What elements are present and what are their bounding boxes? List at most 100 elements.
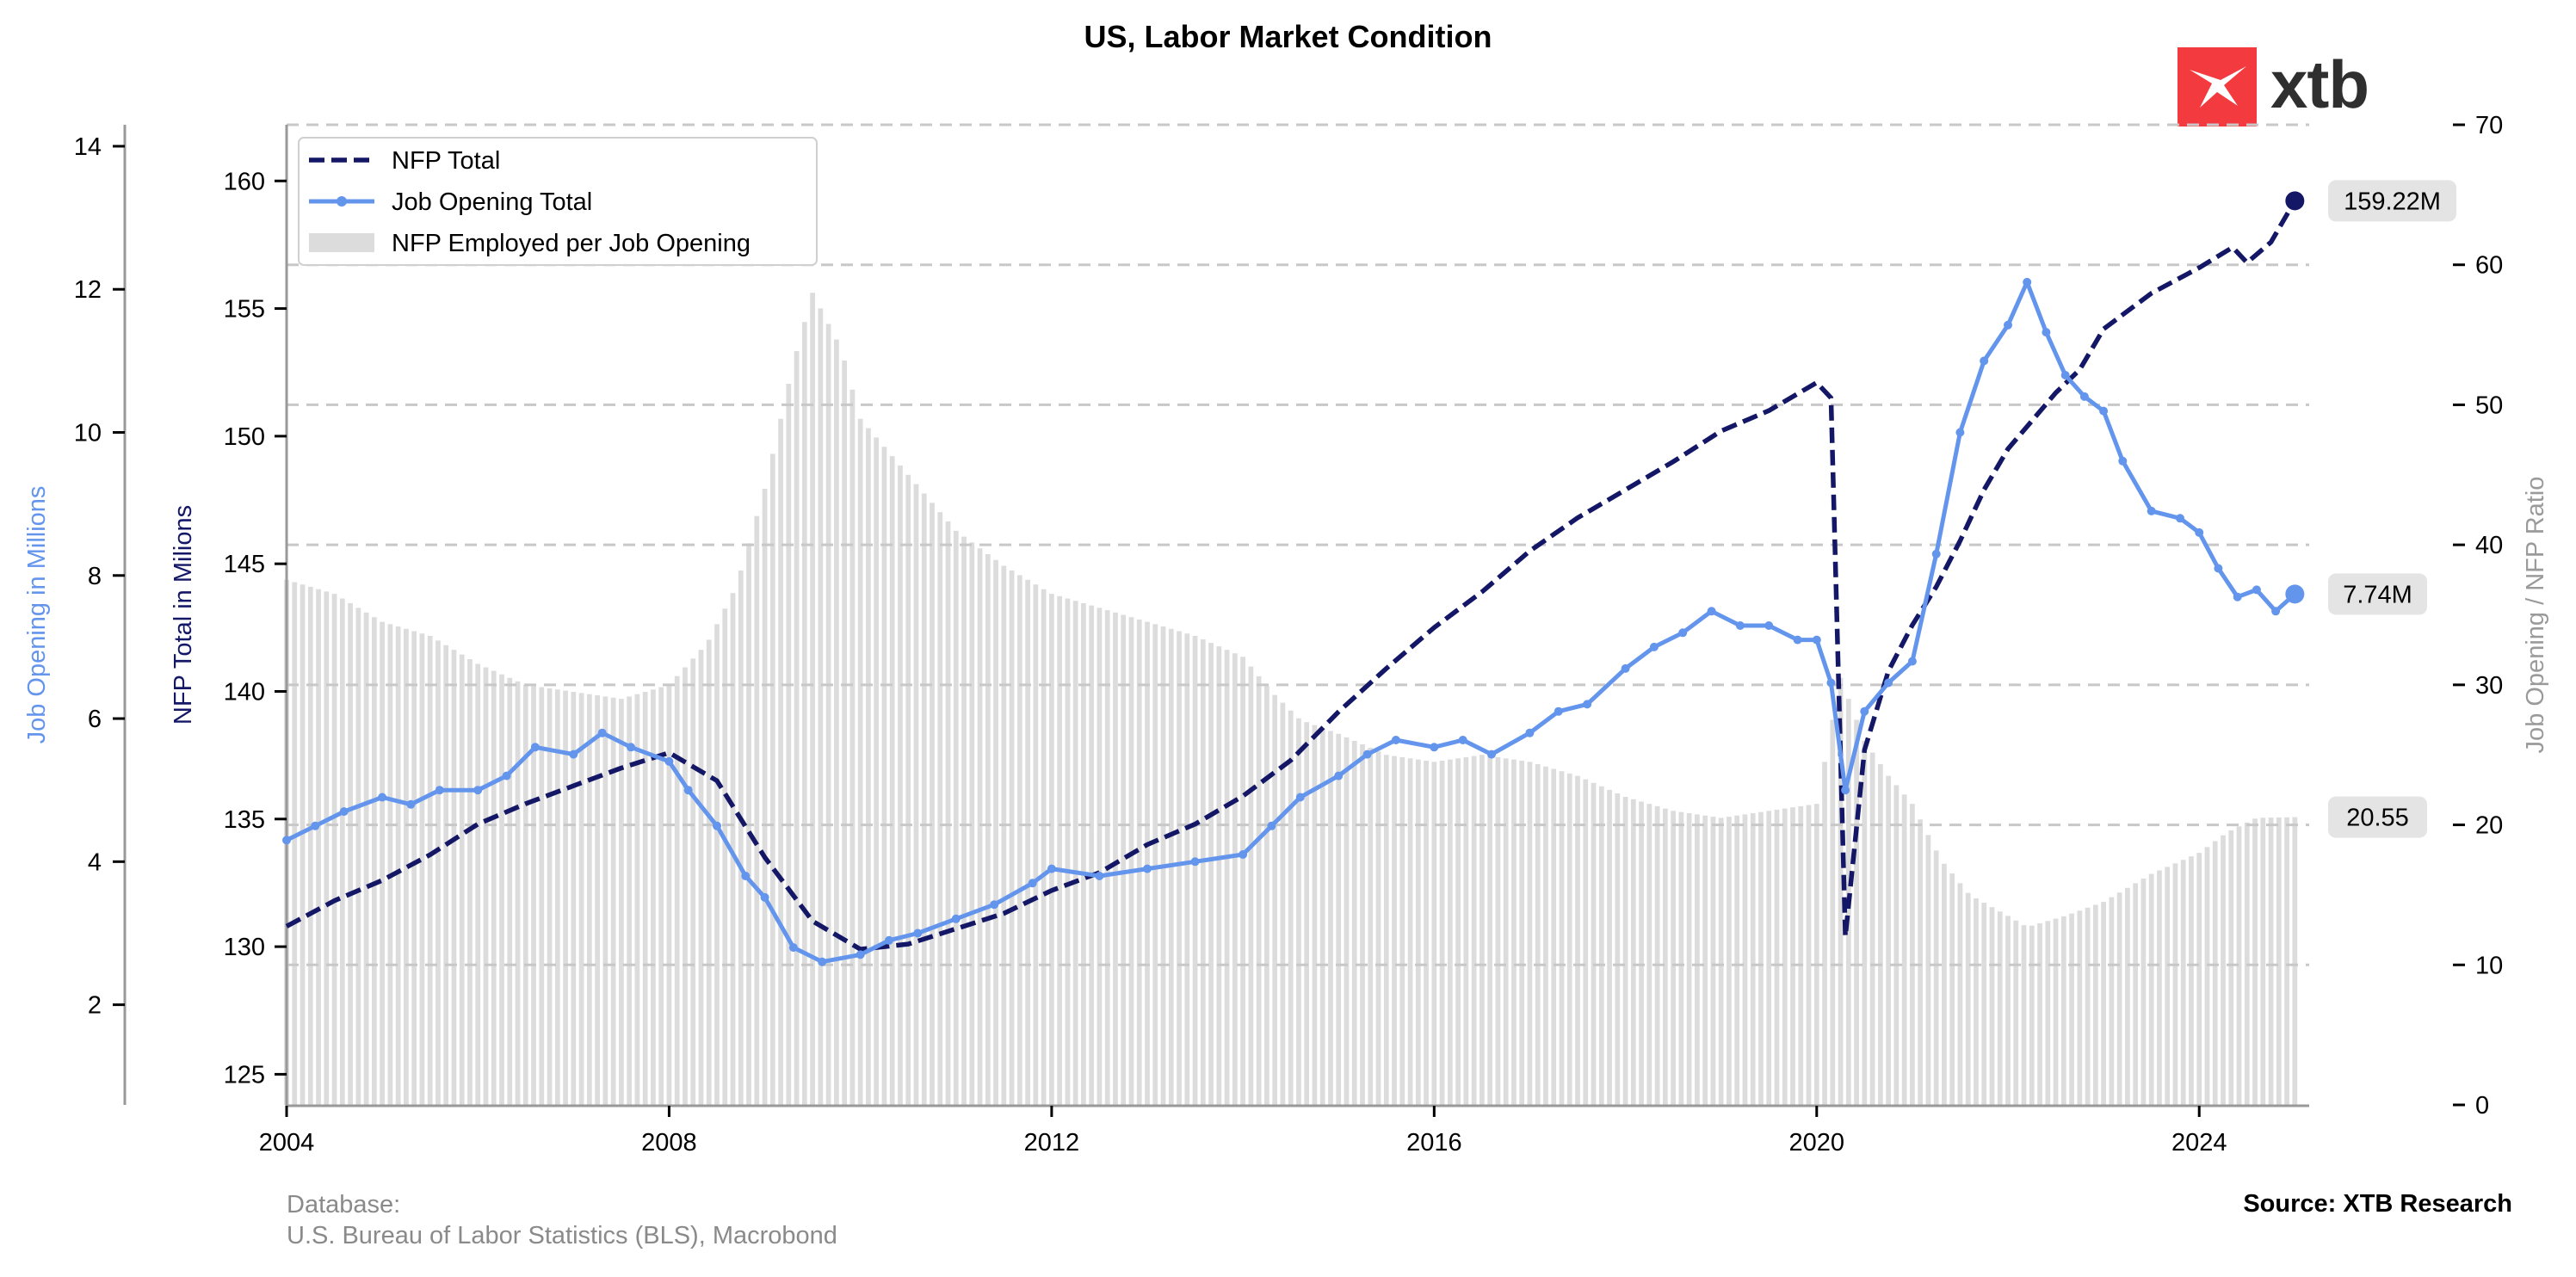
ratio-bar xyxy=(874,437,880,1105)
ratio-bar xyxy=(1009,570,1015,1105)
ratio-bar xyxy=(1758,811,1764,1105)
ratio-bar xyxy=(2005,916,2011,1105)
ratio-bar xyxy=(363,612,369,1105)
job-opening-point xyxy=(1047,864,1056,873)
jobs-tick-label: 4 xyxy=(88,848,102,876)
ratio-bar xyxy=(1893,785,1900,1105)
ratio-bar xyxy=(977,548,983,1105)
job-opening-point xyxy=(2176,514,2184,523)
ratio-bar xyxy=(1551,768,1557,1105)
ratio-bar xyxy=(1096,608,1103,1105)
ratio-bar xyxy=(1399,756,1405,1105)
ratio-bar xyxy=(818,308,824,1106)
ratio-bar xyxy=(1583,779,1589,1105)
ratio-bar xyxy=(1407,758,1413,1105)
job-opening-point xyxy=(1583,700,1592,709)
ratio-bar xyxy=(1272,694,1278,1105)
ratio-bar xyxy=(316,589,321,1105)
job-opening-point xyxy=(885,935,893,945)
ratio-bar xyxy=(1383,755,1389,1105)
job-opening-point xyxy=(788,943,798,953)
ratio-bar xyxy=(1838,677,1844,1105)
ratio-bar xyxy=(1766,811,1772,1105)
ratio-bar xyxy=(1543,766,1548,1105)
ratio-bar xyxy=(2276,817,2282,1105)
ratio-bar xyxy=(1646,804,1652,1105)
ratio-bar xyxy=(1152,624,1158,1105)
ratio-bar xyxy=(2221,835,2226,1105)
ratio-bar xyxy=(961,536,967,1105)
ratio-bar xyxy=(547,688,553,1105)
ratio-bar xyxy=(1862,740,1868,1105)
legend-label: NFP Total xyxy=(392,147,500,175)
end-value-label: 20.55 xyxy=(2346,805,2409,832)
ratio-bar xyxy=(1806,805,1812,1105)
job-opening-point xyxy=(569,750,578,759)
ratio-bar xyxy=(969,542,975,1105)
ratio-bar xyxy=(1319,728,1325,1105)
ratio-bar xyxy=(642,691,648,1105)
ratio-bar xyxy=(483,667,489,1105)
nfp-tick-label: 150 xyxy=(224,423,265,451)
ratio-bar xyxy=(395,626,401,1105)
job-opening-point xyxy=(282,836,291,845)
ratio-bar xyxy=(1607,789,1612,1105)
ratio-bar xyxy=(1918,819,1924,1105)
ratio-bar xyxy=(1041,589,1047,1105)
ratio-bar xyxy=(411,631,417,1105)
ratio-tick-label: 40 xyxy=(2475,532,2503,559)
ratio-bar xyxy=(467,659,473,1105)
ratio-bar xyxy=(921,493,927,1105)
job-opening-point xyxy=(2252,585,2261,595)
ratio-bar xyxy=(1662,808,1668,1105)
ratio-bar xyxy=(2260,817,2266,1105)
ratio-bar xyxy=(571,691,577,1105)
ratio-bar xyxy=(849,389,856,1105)
end-point-marker xyxy=(2285,191,2305,211)
ratio-bar xyxy=(554,689,560,1105)
x-tick-label: 2016 xyxy=(1406,1129,1462,1157)
x-tick-label: 2008 xyxy=(641,1129,697,1157)
job-opening-point xyxy=(2042,328,2051,337)
ratio-bar xyxy=(993,559,998,1105)
ratio-bar xyxy=(1304,722,1310,1105)
ratio-bar xyxy=(1678,811,1684,1105)
ratio-bar xyxy=(1686,813,1692,1105)
ratio-bar xyxy=(2252,818,2258,1105)
job-opening-point xyxy=(1267,821,1276,830)
job-opening-point xyxy=(1955,428,1965,437)
jobs-tick-label: 14 xyxy=(74,133,102,161)
ratio-bar xyxy=(1104,610,1110,1105)
ratio-bar xyxy=(371,617,377,1105)
job-opening-point xyxy=(1487,750,1496,759)
nfp-tick-label: 145 xyxy=(224,551,265,578)
ratio-bar xyxy=(2180,860,2186,1105)
job-opening-point xyxy=(951,914,961,923)
ratio-bar xyxy=(1974,898,1979,1105)
job-opening-point xyxy=(597,728,607,737)
ratio-bar xyxy=(1535,764,1541,1105)
ratio-bar xyxy=(1360,744,1365,1105)
end-value-label: 159.22M xyxy=(2344,188,2441,215)
ratio-bar xyxy=(300,584,306,1105)
ratio-bar xyxy=(930,503,935,1105)
ratio-bar xyxy=(1495,756,1501,1105)
ratio-bar xyxy=(1639,801,1644,1105)
ratio-bar xyxy=(1256,676,1262,1105)
ratio-bar xyxy=(355,608,361,1105)
job-opening-point xyxy=(1735,621,1745,630)
ratio-bar xyxy=(1615,793,1621,1105)
ratio-bar xyxy=(1750,813,1756,1105)
job-opening-point xyxy=(1841,786,1850,795)
ratio-bar xyxy=(1415,759,1421,1105)
job-opening-point xyxy=(1931,549,1941,558)
ratio-bar xyxy=(2292,817,2298,1105)
job-opening-point xyxy=(378,793,387,802)
ratio-bar xyxy=(658,687,664,1105)
job-opening-point xyxy=(1860,706,1869,716)
ratio-bar xyxy=(953,530,959,1105)
ratio-bar xyxy=(1727,817,1732,1105)
job-opening-point xyxy=(2099,406,2109,416)
ratio-bar xyxy=(834,339,839,1105)
